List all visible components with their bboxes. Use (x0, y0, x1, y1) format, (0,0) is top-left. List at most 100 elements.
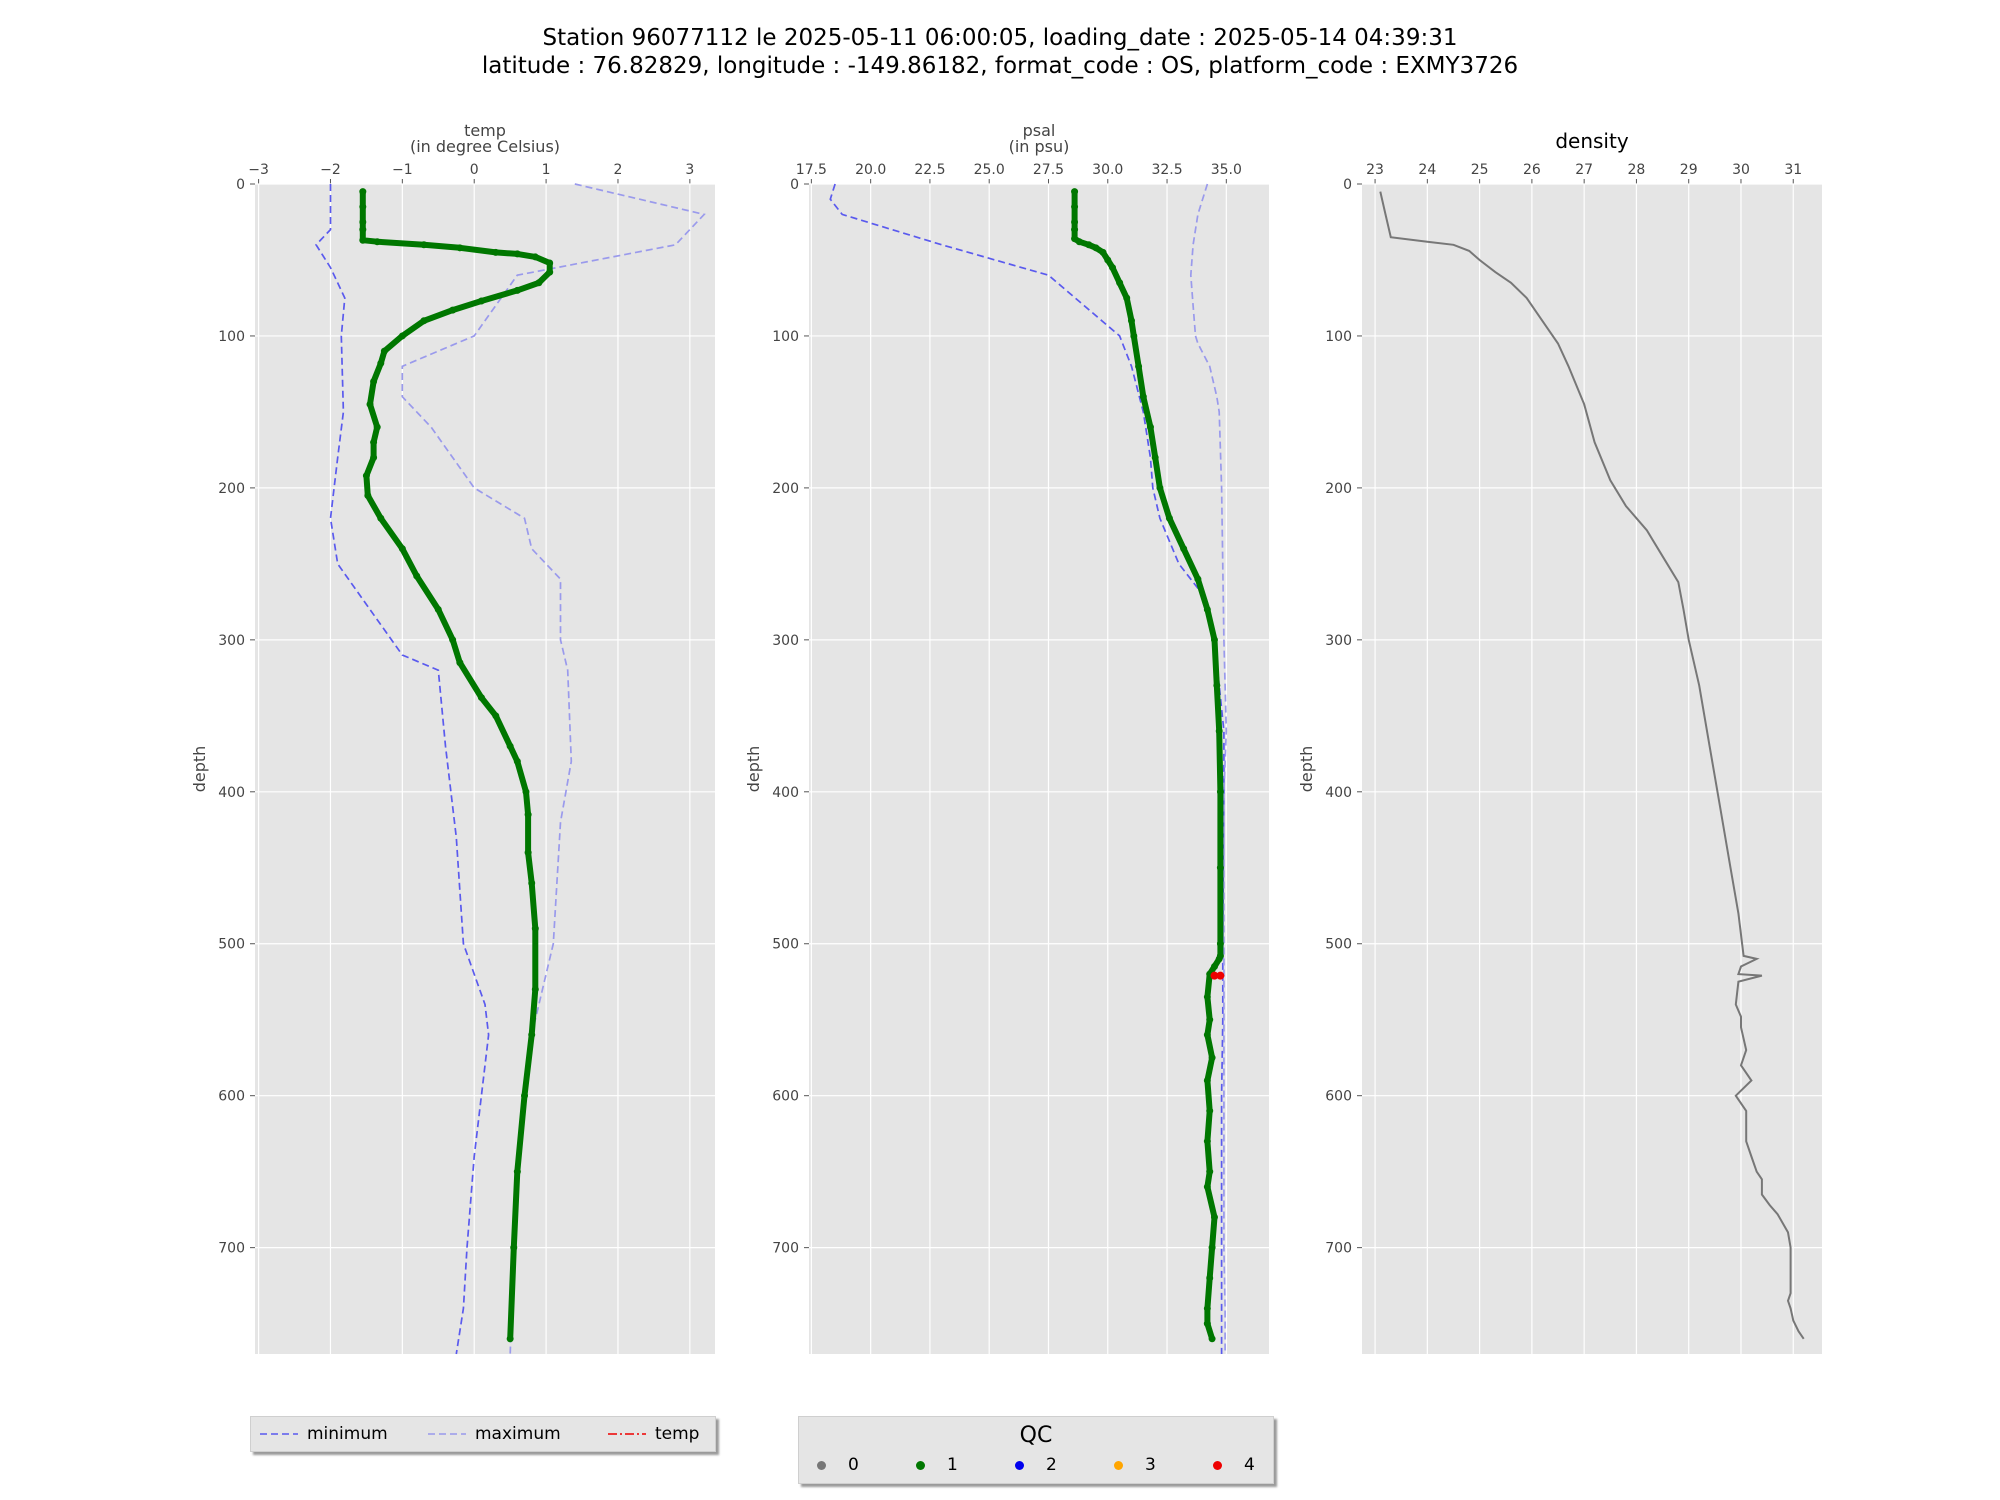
qc-2-label: 2 (1046, 1455, 1057, 1475)
temp-series-temp-profile-qc-1--point (359, 188, 367, 196)
psal-series-psal-profile-qc-1--point (1116, 279, 1124, 287)
psal-x-tick-label: 32.5 (1151, 162, 1182, 178)
temp-series-temp-profile-qc-1--point (513, 286, 521, 294)
temp-y-tick-label: 100 (218, 329, 245, 345)
psal-axis-title-line-1: psal (1023, 121, 1056, 140)
temp-series-minimum (315, 184, 490, 1355)
temp-series-temp-profile-qc-1--point (506, 1335, 514, 1343)
temp-series-temp-profile-qc-1--point (492, 248, 500, 256)
psal-series-psal-profile-qc-1--point (1071, 188, 1079, 196)
psal-x-tick-label: 20.0 (855, 162, 886, 178)
density-y-tick-label: 0 (1343, 177, 1352, 193)
temp-series-temp-profile-qc-1--point (398, 332, 406, 340)
temp-y-tick-label: 200 (218, 481, 245, 497)
temp-x-tick-label: −1 (392, 162, 413, 178)
density-y-tick-label: 100 (1325, 329, 1352, 345)
temp-y-tick-label: 500 (218, 937, 245, 953)
temp-y-tick-label: 400 (218, 785, 245, 801)
psal-series-psal-profile-qc-1--point (1109, 264, 1117, 272)
psal-series-psal-profile-qc-1--point (1203, 993, 1211, 1001)
temp-plot-area (255, 184, 715, 1354)
temp-series-temp-profile-qc-1--point (513, 250, 521, 258)
density-x-tick-label: 26 (1523, 162, 1541, 178)
temp-series-temp-profile-qc-1--point (513, 1168, 521, 1176)
temp-y-tick-label: 600 (218, 1089, 245, 1105)
qc-item-2: 2 (1015, 1451, 1057, 1479)
temp-series-temp-profile-qc-1--point (434, 605, 442, 613)
density-y-tick-label: 300 (1325, 633, 1352, 649)
legend-swatch-maximum (428, 1433, 466, 1435)
psal-y-tick-label: 600 (772, 1089, 799, 1105)
density-x-tick-label: 31 (1784, 162, 1802, 178)
psal-y-tick-label: 0 (790, 177, 799, 193)
psal-y-tick-label: 500 (772, 937, 799, 953)
density-y-tick-label: 500 (1325, 937, 1352, 953)
qc-4-label: 4 (1244, 1455, 1255, 1475)
temp-series-temp-profile-qc-1--point (524, 811, 532, 819)
temp-series-temp-profile-qc-1--point (398, 545, 406, 553)
density-x-tick-label: 27 (1575, 162, 1593, 178)
temp-series-temp-profile-qc-1--point (364, 491, 372, 499)
psal-series-psal-profile-qc-1--point (1130, 332, 1138, 340)
temp-x-tick-label: −2 (320, 162, 341, 178)
density-x-tick-label: 24 (1418, 162, 1436, 178)
density-y-tick-label: 400 (1325, 785, 1352, 801)
psal-series-psal-profile-qc-1--point (1127, 317, 1135, 325)
psal-series-psal-profile-qc-1--point (1104, 256, 1112, 264)
qc-item-1: 1 (916, 1451, 958, 1479)
temp-series-temp-profile-qc-1--point (528, 879, 536, 887)
psal-series-psal-profile-qc-1--point (1213, 681, 1221, 689)
temp-series-temp-profile-qc-1--point (370, 378, 378, 386)
legend-item-maximum: maximum (427, 1417, 561, 1451)
psal-series-psal-profile-qc-1--point (1123, 294, 1131, 302)
qc-4-marker (1213, 1460, 1222, 1470)
temp-y-tick-label: 300 (218, 633, 245, 649)
psal-series-psal-profile-qc-1--point (1165, 514, 1173, 522)
psal-series-psal-profile-qc-1--point (1203, 605, 1211, 613)
temp-series-temp-profile-qc-1--point (546, 268, 554, 276)
temp-series-temp-profile-qc-1--point (449, 636, 457, 644)
psal-series-psal-profile-qc-1--point (1206, 1016, 1214, 1024)
psal-series-psal-profile-qc-1--point (1139, 393, 1147, 401)
temp-series-temp-profile-qc-1--point (477, 694, 485, 702)
psal-series-psal-profile-qc-1--point (1210, 1213, 1218, 1221)
density-plot-area (1362, 184, 1822, 1354)
psal-series-psal-profile-qc-1--point (1075, 238, 1083, 246)
temp-series-temp-profile-qc-1--point (373, 423, 381, 431)
psal-x-tick-label: 22.5 (914, 162, 945, 178)
density-y-tick-label: 700 (1325, 1241, 1352, 1257)
temp-series-temp-profile-qc-1--point (373, 238, 381, 246)
temp-series-temp-profile-qc-1--point (366, 400, 374, 408)
temp-series-temp-profile-qc-1--point (477, 297, 485, 305)
psal-series-psal-profile-qc-1--point (1146, 423, 1154, 431)
psal-series-psal-profile-qc-1--point (1071, 203, 1079, 211)
legend-label-temp: temp (655, 1424, 700, 1444)
density-axis-title: density (1555, 129, 1628, 153)
temp-axis-title-line-1: temp (464, 121, 506, 140)
psal-series-psal-profile-qc-1--point (1092, 244, 1100, 252)
psal-series-psal-profile-qc-1--point (1210, 963, 1218, 971)
psal-series-psal-profile-qc-1--point (1151, 454, 1159, 462)
temp-panel: −3 −2 −1 0 1 2 3 0 100 200 300 400 500 600 700 temp(in … (190, 121, 715, 1355)
temp-series-temp-profile-qc-1--point (359, 203, 367, 211)
temp-x-tick-label: 0 (470, 162, 479, 178)
temp-series-temp-profile-qc-1--point (535, 279, 543, 287)
figure-title-line-1: Station 96077112 le 2025-05-11 06:00:05,… (542, 25, 1458, 51)
density-x-tick-label: 30 (1732, 162, 1750, 178)
psal-panel: 17.5 20.0 22.5 25.0 27.5 30.0 32.5 35.0 0 100 200 3… (744, 121, 1269, 1354)
temp-x-tick-label: 2 (614, 162, 623, 178)
psal-series-psal-profile-qc-1--point (1085, 241, 1093, 249)
legend-label-minimum: minimum (307, 1424, 388, 1444)
psal-x-tick-label: 30.0 (1092, 162, 1123, 178)
psal-y-tick-label: 100 (772, 329, 799, 345)
qc-1-marker (916, 1460, 925, 1470)
qc-legend: QC 0 1 2 3 4 (798, 1416, 1274, 1484)
temp-series-temp-profile-qc-1--point (362, 472, 370, 480)
legend-swatch-minimum (260, 1433, 298, 1435)
temp-series-temp-profile-qc-1--point (522, 788, 530, 796)
psal-series-maximum (1189, 183, 1228, 1354)
temp-series-temp-profile-qc-1--point (420, 317, 428, 325)
temp-series-temp-profile-qc-1--point (531, 925, 539, 933)
temp-series-temp-profile-qc-1--point (456, 659, 464, 667)
legend-swatch-temp (608, 1433, 646, 1435)
